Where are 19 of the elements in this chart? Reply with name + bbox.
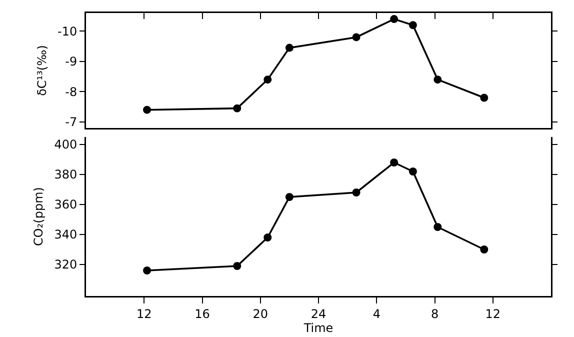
x-tick-label: 24 bbox=[310, 306, 326, 321]
x-axis-title: Time bbox=[302, 320, 334, 335]
y-tick-label: -9 bbox=[65, 54, 78, 69]
x-tick-label: 4 bbox=[372, 306, 380, 321]
y-tick-label: 320 bbox=[54, 258, 78, 272]
y-axis-title: δC¹³(‰) bbox=[35, 45, 50, 96]
x-tick-label: 8 bbox=[430, 306, 439, 321]
x-tick-label: 12 bbox=[485, 306, 501, 321]
y-axis-title: CO₂(ppm) bbox=[32, 187, 46, 246]
y-tick-label: 380 bbox=[54, 168, 78, 182]
y-tick-label: 400 bbox=[54, 138, 78, 152]
x-tick-label: 20 bbox=[252, 306, 268, 321]
x-tick-label: 12 bbox=[136, 306, 152, 321]
y-tick-label: 360 bbox=[54, 198, 78, 212]
y-tick-label: -8 bbox=[65, 84, 78, 99]
y-tick-label: -7 bbox=[65, 115, 78, 130]
y-tick-label: 340 bbox=[54, 228, 78, 242]
x-tick-label: 16 bbox=[194, 306, 210, 321]
y-tick-label: -10 bbox=[57, 24, 78, 38]
